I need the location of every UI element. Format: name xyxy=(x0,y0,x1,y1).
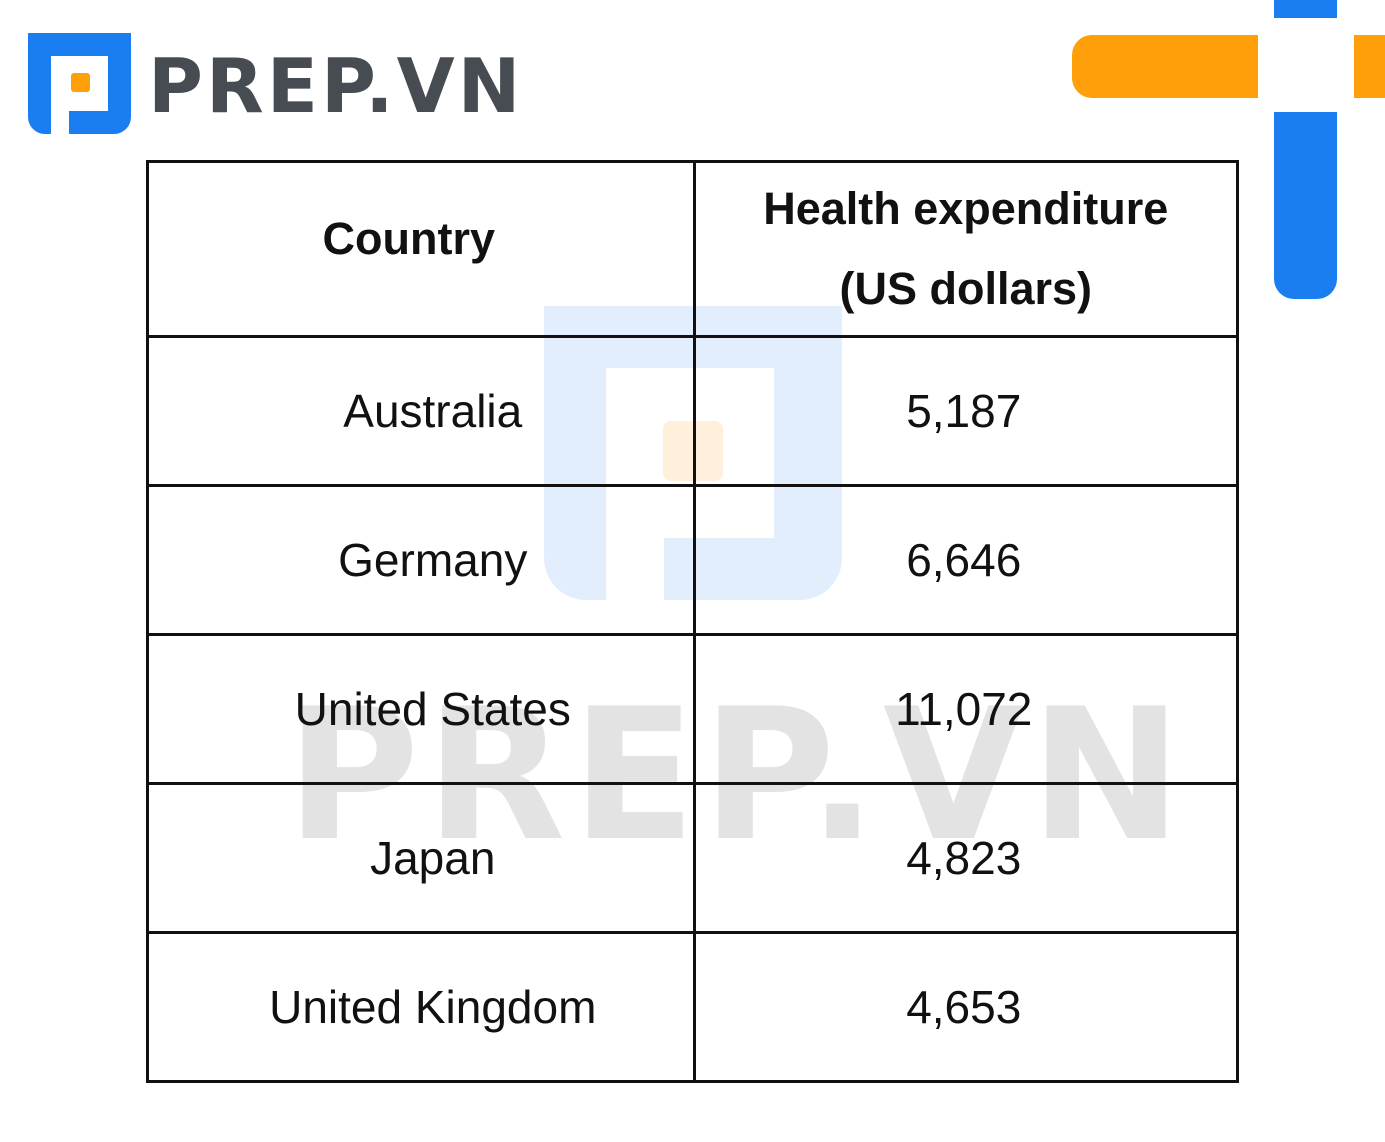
header-country-label: Country xyxy=(322,213,496,264)
table-row: Germany 6,646 xyxy=(146,484,1239,636)
header-country: Country xyxy=(146,160,696,338)
country-cell: Australia xyxy=(146,335,696,487)
prep-logo-icon xyxy=(28,33,131,134)
decorative-plus-shape xyxy=(1072,0,1385,299)
health-expenditure-table: Country Health expenditure (US dollars) … xyxy=(146,160,1239,1083)
header-health-expenditure: Health expenditure (US dollars) xyxy=(692,160,1239,338)
value-cell: 4,823 xyxy=(692,782,1239,934)
table-row: Australia 5,187 xyxy=(146,335,1239,487)
blue-bar-bottom-flat xyxy=(1274,112,1337,262)
expenditure-value: 4,823 xyxy=(906,832,1022,884)
expenditure-value: 5,187 xyxy=(906,385,1022,437)
country-name: United States xyxy=(294,683,571,735)
blue-bar-top xyxy=(1274,0,1337,18)
expenditure-value: 4,653 xyxy=(906,981,1022,1033)
brand-name: PREP.VN xyxy=(148,42,524,130)
value-cell: 11,072 xyxy=(692,633,1239,785)
table-header-row: Country Health expenditure (US dollars) xyxy=(146,160,1239,338)
country-name: United Kingdom xyxy=(269,981,597,1033)
value-cell: 6,646 xyxy=(692,484,1239,636)
country-cell: United States xyxy=(146,633,696,785)
table-row: Japan 4,823 xyxy=(146,782,1239,934)
table-row: United States 11,072 xyxy=(146,633,1239,785)
header-value-line1: Health expenditure xyxy=(763,183,1169,234)
country-cell: United Kingdom xyxy=(146,931,696,1083)
expenditure-value: 11,072 xyxy=(895,683,1033,735)
brand-logo: PREP.VN xyxy=(28,33,520,135)
header-value-line2: (US dollars) xyxy=(839,263,1093,314)
expenditure-value: 6,646 xyxy=(906,534,1022,586)
country-name: Japan xyxy=(370,832,496,884)
country-cell: Japan xyxy=(146,782,696,934)
value-cell: 4,653 xyxy=(692,931,1239,1083)
table-row: United Kingdom 4,653 xyxy=(146,931,1239,1083)
country-name: Australia xyxy=(343,385,523,437)
country-cell: Germany xyxy=(146,484,696,636)
orange-bar-right xyxy=(1354,35,1385,98)
orange-bar-left-flat xyxy=(1110,35,1258,98)
country-name: Germany xyxy=(338,534,528,586)
value-cell: 5,187 xyxy=(692,335,1239,487)
